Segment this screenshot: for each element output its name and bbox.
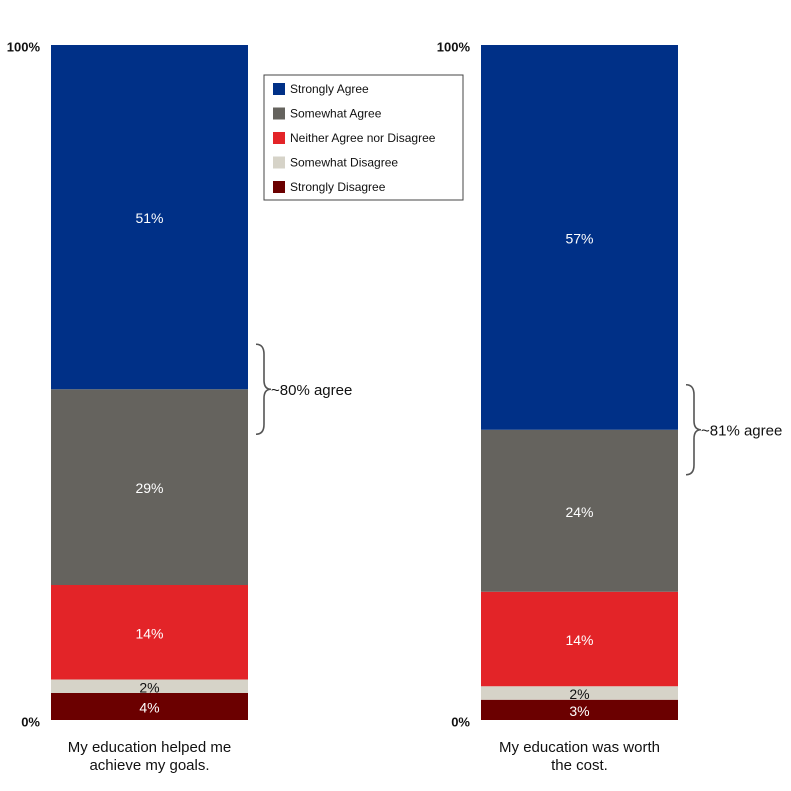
legend-swatch-somewhat-agree: [273, 107, 285, 120]
y-tick-label-top-1: 100%: [7, 40, 41, 55]
legend-label-strongly-agree: Strongly Agree: [290, 82, 369, 96]
category-labels-layer: My education helped me achieve my goals. M…: [68, 739, 660, 774]
axis-labels-layer: 100% 0% 100% 0%: [7, 40, 471, 730]
brace-1: [255, 343, 272, 436]
agree-annotation-1: ~80% agree: [271, 382, 352, 399]
legend-swatch-strongly-disagree: [273, 181, 285, 193]
data-label-neither-agree-nor-disagree-2: 14%: [565, 632, 593, 648]
data-label-strongly-disagree-1: 4%: [139, 700, 159, 716]
legend-swatch-somewhat-disagree: [273, 156, 285, 169]
bar-segment-somewhat-disagree-1: [51, 679, 248, 693]
bar-segment-strongly-disagree-2: [481, 699, 678, 720]
bar-segment-neither-agree-nor-disagree-1: [51, 585, 248, 680]
agree-annotation-2: ~81% agree: [701, 422, 782, 439]
legend-swatch-strongly-agree: [273, 83, 285, 95]
data-label-somewhat-agree-2: 24%: [565, 504, 593, 520]
y-tick-label-top-2: 100%: [437, 40, 471, 55]
legend: Strongly Agree Somewhat Agree Neither Agre…: [263, 74, 464, 201]
segment-labels-layer: 4%2%14%29%51%3%2%14%24%57%: [135, 210, 593, 719]
legend-label-strongly-disagree: Strongly Disagree: [290, 180, 386, 194]
category-label-1: My education helped me achieve my goals.: [68, 739, 231, 774]
bar-segment-strongly-agree-2: [481, 45, 678, 430]
bar-segment-somewhat-agree-2: [481, 429, 678, 592]
agree-annotations-layer: ~80% agree ~81% agree: [255, 343, 782, 476]
legend-box: [263, 74, 464, 201]
data-label-strongly-disagree-2: 3%: [569, 703, 589, 719]
data-label-neither-agree-nor-disagree-1: 14%: [135, 625, 163, 641]
brace-2: [685, 383, 702, 476]
bar-segment-somewhat-agree-1: [51, 389, 248, 585]
legend-label-somewhat-disagree: Somewhat Disagree: [290, 156, 398, 170]
bar-segment-neither-agree-nor-disagree-2: [481, 591, 678, 687]
bar-segment-somewhat-disagree-2: [481, 686, 678, 700]
data-label-somewhat-agree-1: 29%: [135, 480, 163, 496]
data-label-somewhat-disagree-1: 2%: [139, 679, 159, 695]
bar-segment-strongly-disagree-1: [51, 693, 248, 720]
y-tick-label-bottom-2: 0%: [451, 715, 470, 730]
category-label-2: My education was worth the cost.: [499, 739, 660, 774]
data-label-strongly-agree-1: 51%: [135, 210, 163, 226]
legend-swatch-neither-agree-nor-disagree: [273, 132, 285, 144]
y-tick-label-bottom-1: 0%: [21, 715, 40, 730]
bar-segment-strongly-agree-1: [51, 45, 248, 390]
data-label-somewhat-disagree-2: 2%: [569, 686, 589, 702]
legend-label-somewhat-agree: Somewhat Agree: [290, 107, 382, 121]
bars-layer: [51, 45, 678, 720]
data-label-strongly-agree-2: 57%: [565, 230, 593, 246]
legend-label-neither-agree-nor-disagree: Neither Agree nor Disagree: [290, 131, 436, 145]
